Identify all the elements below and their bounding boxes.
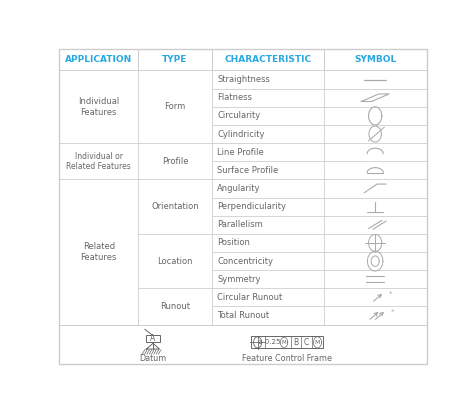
Bar: [59, 49, 138, 70]
Text: Parallelism: Parallelism: [217, 220, 263, 229]
Bar: [59, 70, 138, 143]
Text: Feature Control Frame: Feature Control Frame: [242, 354, 332, 363]
Bar: [324, 288, 427, 306]
Text: M: M: [282, 340, 286, 345]
Bar: [138, 180, 212, 234]
Text: APPLICATION: APPLICATION: [65, 55, 132, 64]
Bar: [138, 234, 212, 288]
Text: CHARACTERISTIC: CHARACTERISTIC: [224, 55, 311, 64]
Text: Total Runout: Total Runout: [217, 311, 269, 320]
Text: Profile: Profile: [162, 157, 188, 166]
Bar: [324, 270, 427, 288]
Bar: [59, 325, 427, 364]
Bar: [212, 234, 324, 252]
Bar: [212, 70, 324, 89]
Bar: [212, 107, 324, 125]
Bar: [59, 180, 138, 325]
Bar: [138, 143, 212, 180]
Text: Cylindricity: Cylindricity: [217, 130, 264, 139]
Text: Straightness: Straightness: [217, 75, 270, 84]
Text: M: M: [315, 340, 320, 345]
Bar: [212, 252, 324, 270]
Bar: [212, 125, 324, 143]
Bar: [324, 89, 427, 107]
Bar: [324, 70, 427, 89]
Bar: [59, 143, 138, 180]
Bar: [212, 198, 324, 216]
Bar: [212, 180, 324, 198]
Text: Line Profile: Line Profile: [217, 148, 264, 157]
Text: C: C: [304, 338, 309, 347]
Text: *: *: [389, 291, 392, 297]
Bar: [212, 89, 324, 107]
Bar: [138, 49, 212, 70]
Text: Concentricity: Concentricity: [217, 256, 273, 265]
Text: Datum: Datum: [139, 354, 166, 363]
Text: *: *: [391, 309, 394, 315]
Text: Orientation: Orientation: [151, 202, 199, 211]
Bar: [138, 288, 212, 325]
Bar: [324, 234, 427, 252]
Bar: [146, 335, 160, 342]
Text: Perpendicularity: Perpendicularity: [217, 202, 286, 211]
Bar: [212, 216, 324, 234]
Bar: [324, 161, 427, 180]
Bar: [324, 306, 427, 325]
Text: Surface Profile: Surface Profile: [217, 166, 278, 175]
Bar: [324, 180, 427, 198]
Text: Individual or
Related Features: Individual or Related Features: [66, 152, 131, 171]
Text: TYPE: TYPE: [162, 55, 188, 64]
Text: Circularity: Circularity: [217, 111, 260, 120]
Bar: [324, 198, 427, 216]
Bar: [212, 49, 324, 70]
Bar: [324, 143, 427, 161]
Bar: [212, 270, 324, 288]
Text: A: A: [150, 334, 155, 343]
Text: Location: Location: [157, 256, 193, 265]
Text: Angularity: Angularity: [217, 184, 261, 193]
Text: Circular Runout: Circular Runout: [217, 293, 283, 302]
Bar: [212, 143, 324, 161]
Text: SYMBOL: SYMBOL: [354, 55, 396, 64]
Bar: [324, 216, 427, 234]
Text: Runout: Runout: [160, 302, 190, 311]
Text: Symmetry: Symmetry: [217, 275, 261, 284]
Text: Individual
Features: Individual Features: [78, 97, 119, 117]
Bar: [324, 125, 427, 143]
Bar: [138, 70, 212, 143]
Text: B: B: [293, 338, 299, 347]
Bar: [324, 107, 427, 125]
Bar: [212, 288, 324, 306]
Bar: [324, 252, 427, 270]
Bar: [251, 336, 323, 348]
Bar: [212, 161, 324, 180]
Text: Related
Features: Related Features: [81, 242, 117, 262]
Text: Position: Position: [217, 238, 250, 247]
Text: ⌀ 0.25: ⌀ 0.25: [258, 339, 281, 345]
Bar: [212, 306, 324, 325]
Bar: [324, 49, 427, 70]
Text: Flatness: Flatness: [217, 93, 252, 102]
Text: Form: Form: [164, 102, 186, 111]
